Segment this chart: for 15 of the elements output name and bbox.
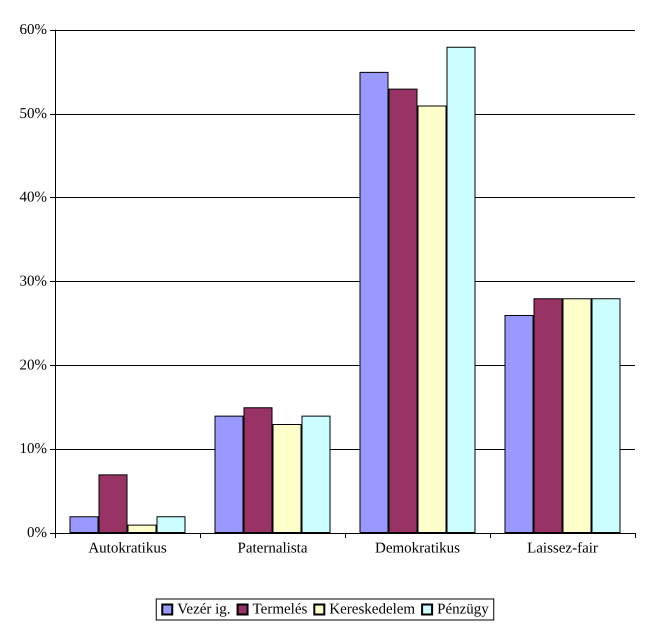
y-tick-label: 50% xyxy=(20,106,47,122)
y-tick-label: 60% xyxy=(20,22,47,38)
x-tick-label: Paternalista xyxy=(238,540,308,556)
x-tick-label: Laissez-fair xyxy=(527,540,598,556)
legend-label: Kereskedelem xyxy=(329,602,416,618)
y-tick-label: 20% xyxy=(20,357,47,374)
x-tick-label: Demokratikus xyxy=(375,540,460,556)
y-tick-label: 40% xyxy=(20,190,47,206)
y-tick-label: 0% xyxy=(27,525,47,541)
legend-label: Vezér ig. xyxy=(177,602,231,618)
y-tick-label: 10% xyxy=(20,441,47,458)
legend-label: Pénzügy xyxy=(437,602,490,618)
x-tick-label: Autokratikus xyxy=(88,540,167,556)
y-tick-label: 30% xyxy=(20,274,47,290)
legend-label: Termelés xyxy=(252,602,308,618)
